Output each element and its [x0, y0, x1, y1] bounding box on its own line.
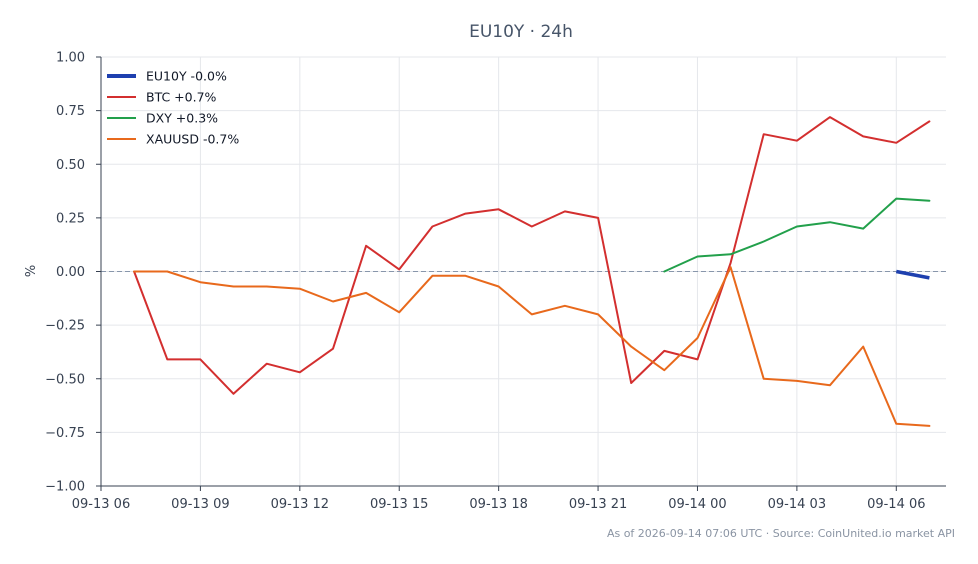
series-line-eu10y: [895, 269, 930, 280]
x-tick-label: 09-13 21: [569, 497, 627, 512]
x-tick-label: 09-13 15: [370, 497, 428, 512]
y-tick-label: −0.75: [45, 426, 85, 441]
x-tick-label: 09-13 09: [171, 497, 229, 512]
series-line-dxy: [663, 197, 931, 273]
y-tick-label: −1.00: [45, 480, 85, 495]
x-tick-label: 09-14 03: [768, 497, 826, 512]
y-axis-label: %: [24, 265, 39, 277]
y-tick-label: 0.25: [56, 211, 85, 226]
series-line-btc: [133, 116, 931, 395]
axes: 1.00 0.75 0.50 0.25 0.00 −0.25 −0.50 −0.75 −1.00…: [45, 51, 946, 512]
source-footer: As of 2026-09-14 07:06 UTC · Source: Coi…: [607, 527, 955, 540]
legend-label-dxy: DXY +0.3%: [146, 111, 218, 126]
legend-label-xauusd: XAUUSD -0.7%: [146, 132, 239, 147]
x-tick-label: 09-13 18: [469, 497, 527, 512]
y-tick-label: 0.00: [56, 265, 85, 280]
chart-title: EU10Y · 24h: [469, 22, 573, 42]
x-tick-label: 09-13 12: [271, 497, 329, 512]
legend-label-btc: BTC +0.7%: [146, 90, 217, 105]
y-tick-label: 0.75: [56, 104, 85, 119]
legend: EU10Y -0.0% BTC +0.7% DXY +0.3% XAUUSD -0.7…: [107, 69, 239, 147]
grid: [100, 56, 946, 487]
legend-label-eu10y: EU10Y -0.0%: [146, 69, 227, 84]
series-lines: [133, 116, 931, 427]
y-tick-label: −0.25: [45, 319, 85, 334]
y-tick-label: 1.00: [56, 51, 85, 66]
x-tick-label: 09-14 06: [867, 497, 925, 512]
y-tick-label: −0.50: [45, 372, 85, 387]
x-tick-label: 09-13 06: [72, 497, 130, 512]
x-tick-label: 09-14 00: [668, 497, 726, 512]
y-tick-label: 0.50: [56, 158, 85, 173]
series-line-xauusd: [133, 266, 931, 427]
